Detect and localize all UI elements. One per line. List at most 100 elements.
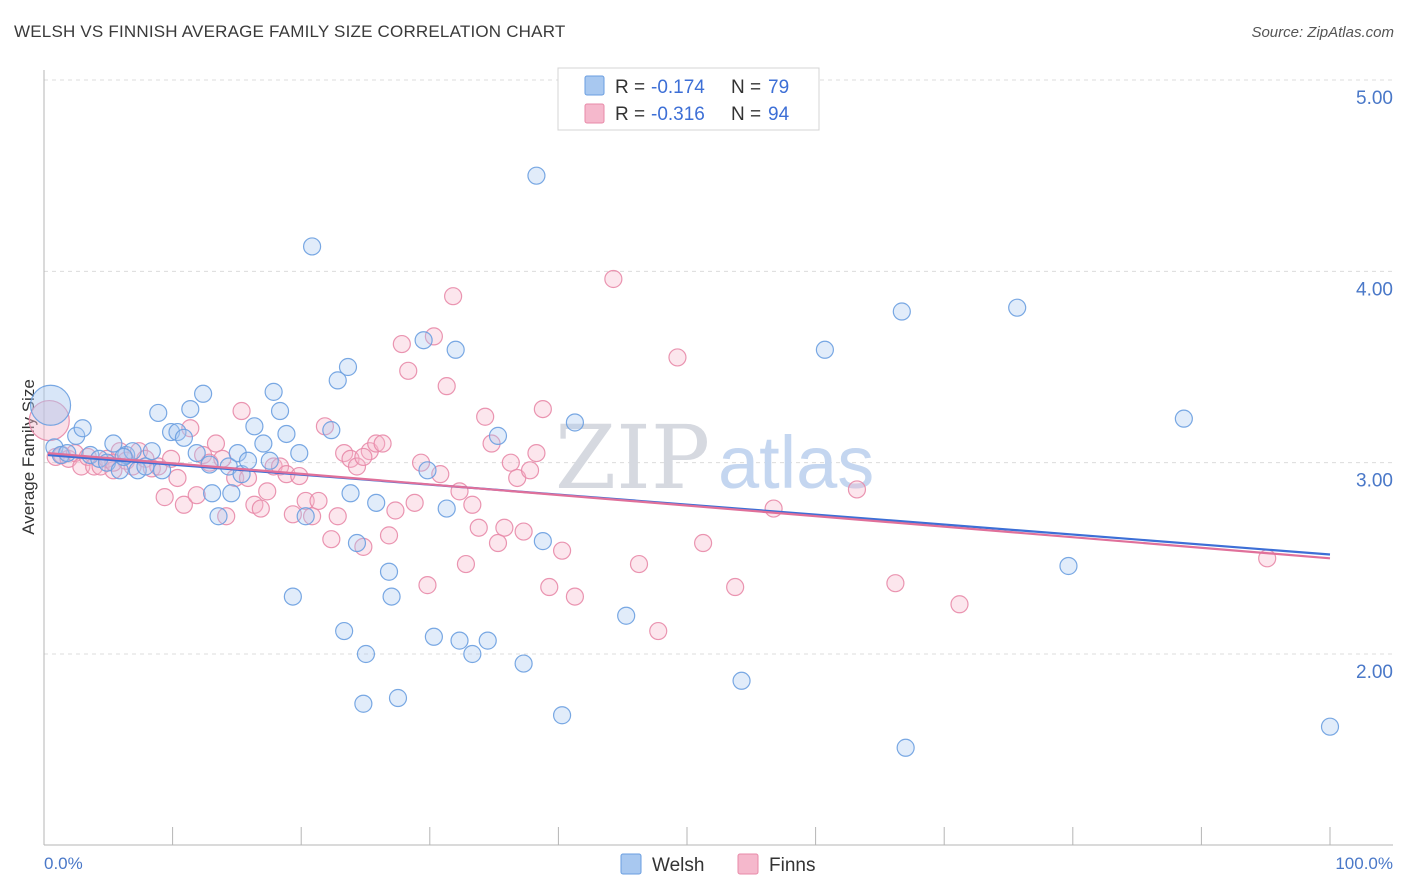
welsh-point: [338, 357, 358, 377]
finns-point: [552, 541, 572, 560]
finns-r-value: -0.316: [651, 104, 705, 125]
finns-point: [373, 434, 392, 453]
finns-point: [405, 493, 424, 512]
welsh-point: [1174, 409, 1193, 428]
finns-point: [296, 491, 315, 511]
finns-point: [217, 507, 236, 526]
welsh-point: [114, 447, 133, 467]
finns-point: [694, 533, 713, 553]
y-axis-label: Average Family Size: [19, 379, 38, 535]
finns-point: [463, 495, 482, 514]
x-tick-marks: [43, 827, 1331, 845]
y-tick-label: 3.00: [1356, 471, 1393, 492]
finns-bottom-swatch: [737, 853, 759, 875]
welsh-n-label: N =: [731, 77, 761, 98]
welsh-r-value: -0.174: [651, 77, 705, 98]
welsh-point: [418, 461, 437, 480]
welsh-point: [200, 455, 219, 474]
finns-point: [251, 499, 270, 518]
welsh-point: [149, 403, 168, 423]
welsh-point: [552, 706, 572, 725]
finns-legend-swatch: [584, 103, 605, 124]
y-tick-label: 4.00: [1356, 279, 1393, 300]
welsh-point: [296, 507, 315, 526]
finns-r-label: R =: [615, 104, 645, 125]
welsh-point: [254, 434, 273, 453]
welsh-point: [379, 562, 399, 581]
finns-point: [174, 495, 193, 514]
finns-point: [424, 327, 443, 346]
finns-point: [604, 269, 623, 289]
finns-point: [392, 334, 411, 354]
finns-point: [649, 621, 668, 641]
y-tick-label: 5.00: [1356, 88, 1393, 109]
welsh-point: [892, 302, 911, 321]
welsh-point: [335, 621, 354, 641]
watermark: ZIP atlas: [555, 406, 874, 509]
finns-point: [847, 480, 867, 499]
x-tick-label-max: 100.0%: [1335, 854, 1393, 873]
welsh-point: [245, 417, 264, 436]
welsh-point: [356, 644, 376, 664]
finns-point: [399, 361, 418, 380]
welsh-point: [302, 237, 322, 256]
welsh-point: [283, 587, 302, 606]
finns-trend-line: [47, 452, 1331, 560]
welsh-point: [815, 340, 834, 359]
welsh-r-label: R =: [615, 77, 645, 98]
welsh-point: [478, 631, 497, 650]
finns-point: [187, 486, 206, 505]
stats-legend: R = -0.174 N = 79 R = -0.316 N = 94: [557, 67, 820, 131]
finns-point: [514, 522, 533, 541]
welsh-point: [424, 627, 443, 646]
finns-n-value: 94: [768, 104, 790, 125]
finns-point: [565, 587, 585, 606]
welsh-point: [264, 382, 283, 401]
welsh-point: [73, 419, 92, 438]
finns-point: [488, 533, 508, 553]
finns-point: [629, 554, 649, 574]
finns-point: [168, 468, 187, 488]
finns-point: [444, 287, 463, 306]
gridlines: [44, 79, 1393, 655]
trend-lines: [47, 452, 1331, 560]
welsh-point: [181, 399, 200, 419]
welsh-point: [1059, 556, 1078, 576]
finns-point: [206, 434, 226, 453]
finns-point: [379, 526, 399, 545]
finns-point: [367, 434, 386, 453]
welsh-point: [533, 532, 552, 551]
welsh-point: [896, 738, 915, 757]
source-label: Source: ZipAtlas.com: [1251, 24, 1394, 41]
welsh-point: [341, 484, 360, 503]
welsh-point: [488, 426, 508, 445]
finns-point: [950, 595, 969, 614]
welsh-bottom-swatch: [620, 853, 642, 875]
finns-point: [302, 507, 322, 526]
welsh-point: [354, 694, 373, 713]
chart-title: WELSH VS FINNISH AVERAGE FAMILY SIZE COR…: [14, 22, 566, 41]
welsh-point: [290, 444, 309, 463]
welsh-point: [328, 371, 347, 390]
welsh-point: [29, 384, 72, 426]
finns-point: [668, 348, 687, 367]
finns-point: [155, 488, 174, 507]
finns-point: [476, 407, 495, 426]
welsh-point: [174, 428, 193, 447]
y-tick-label: 2.00: [1356, 662, 1393, 683]
x-tick-label-min: 0.0%: [44, 854, 83, 873]
finns-point: [354, 447, 373, 467]
welsh-point: [238, 451, 258, 470]
welsh-point: [202, 484, 222, 503]
welsh-point: [382, 587, 401, 606]
welsh-point: [527, 166, 546, 185]
welsh-point: [104, 434, 123, 453]
welsh-point: [617, 606, 636, 625]
finns-point: [527, 444, 546, 463]
welsh-legend-swatch: [584, 75, 605, 96]
finns-point: [258, 482, 277, 501]
finns-point: [501, 453, 520, 472]
welsh-point: [1320, 717, 1340, 736]
welsh-point: [110, 461, 129, 480]
